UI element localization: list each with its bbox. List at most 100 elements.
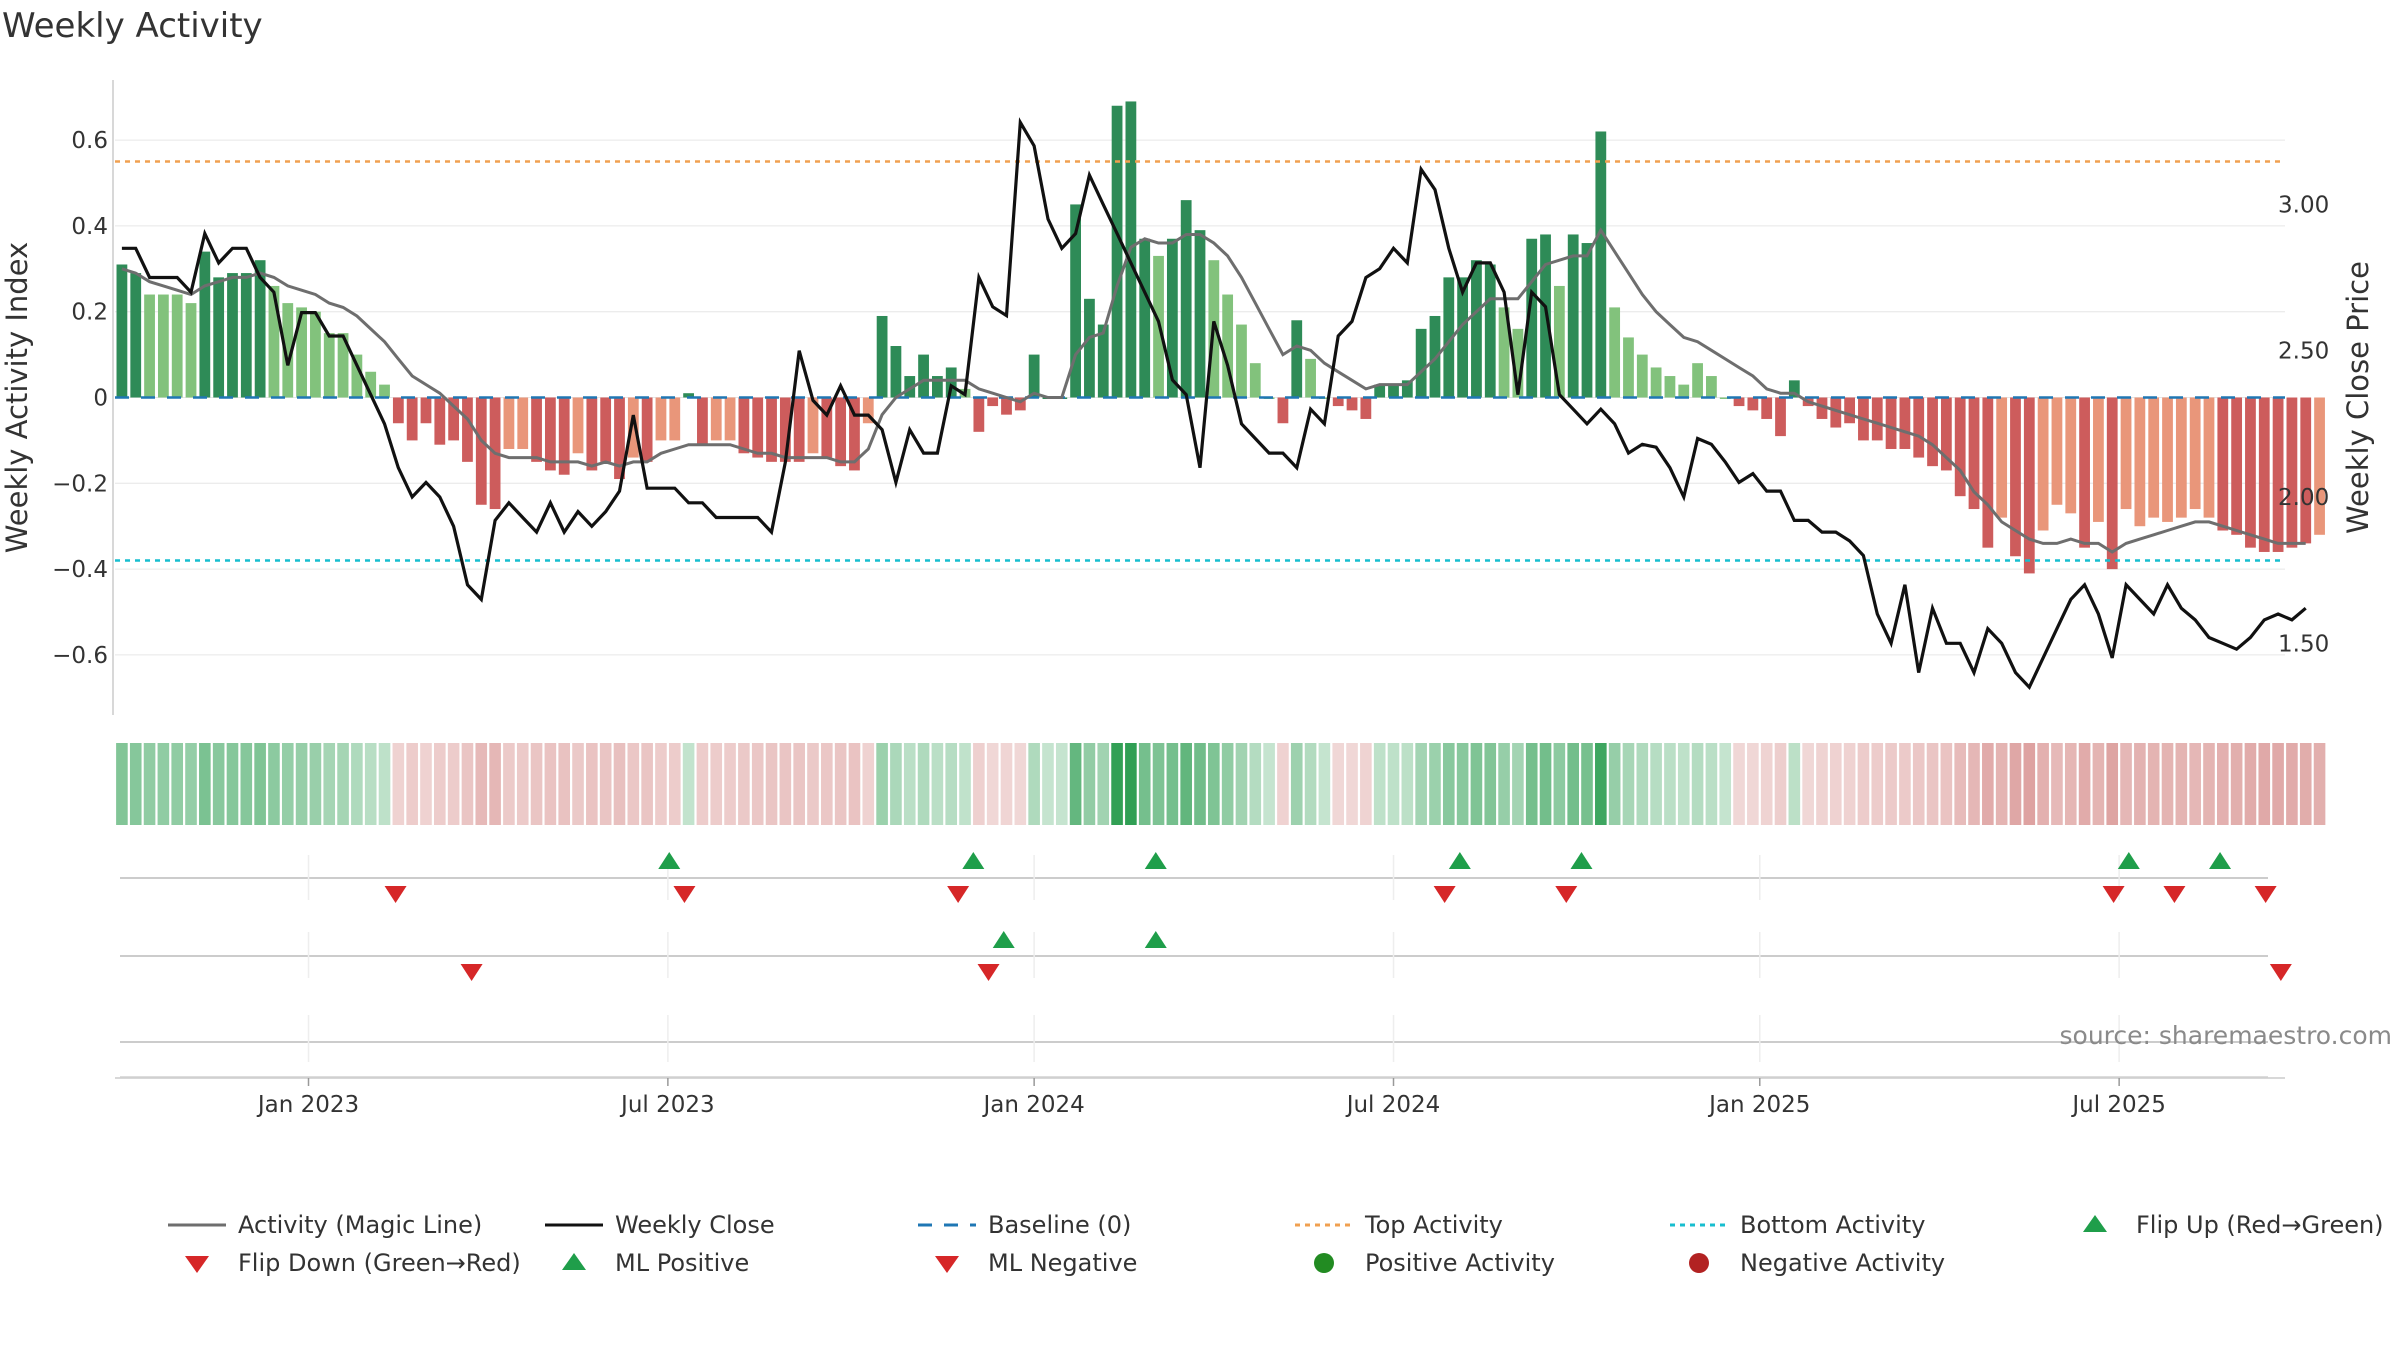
activity-bar xyxy=(2079,397,2090,548)
activity-bar xyxy=(1871,397,1883,441)
heat-cell xyxy=(240,743,253,825)
x-tick-label: Jan 2025 xyxy=(1707,1092,1810,1118)
heat-cell xyxy=(1387,743,1400,825)
legend-label: Positive Activity xyxy=(1365,1249,1555,1277)
heat-cell xyxy=(2299,743,2312,825)
flip-up-marker xyxy=(658,852,681,869)
heat-cell xyxy=(641,743,653,825)
heat-cell xyxy=(765,743,778,825)
heat-cell xyxy=(116,743,128,825)
heat-cell xyxy=(212,743,225,825)
heat-cell xyxy=(129,743,142,825)
heat-cell xyxy=(890,743,902,825)
activity-bar xyxy=(254,260,266,398)
weekly-close-series xyxy=(121,117,2307,691)
y-tick-label: −0.2 xyxy=(52,471,108,497)
legend: Activity (Magic Line) Weekly Close Baselin… xyxy=(168,1211,2384,1277)
heat-cell xyxy=(1318,743,1331,825)
heat-cell xyxy=(862,743,875,825)
activity-bar xyxy=(2314,397,2325,535)
heat-cell xyxy=(696,743,709,825)
activity-bar xyxy=(1816,397,1828,419)
activity-bar xyxy=(1623,337,1634,398)
activity-bar xyxy=(2010,397,2021,557)
activity-bar xyxy=(227,273,238,398)
activity-bar xyxy=(1457,277,1469,398)
heat-cell xyxy=(420,743,432,825)
heat-cell xyxy=(199,743,211,825)
heat-cell xyxy=(586,743,598,825)
heat-cell xyxy=(1055,743,1068,825)
heat-cell xyxy=(848,743,861,825)
y-tick-label: −0.4 xyxy=(52,557,108,583)
y-tick-label: 0.4 xyxy=(71,214,108,240)
activity-bar xyxy=(2231,397,2243,535)
activity-bar xyxy=(1678,384,1690,398)
activity-bar xyxy=(1014,397,1026,411)
heat-cell xyxy=(1802,743,1814,825)
heat-cell xyxy=(1650,743,1662,825)
activity-bar xyxy=(1166,238,1178,398)
heat-cell xyxy=(1705,743,1718,825)
legend-swatch xyxy=(185,1256,209,1273)
heat-cell xyxy=(1636,743,1649,825)
heat-cell xyxy=(1235,743,1248,825)
heat-cell xyxy=(461,743,474,825)
activity-bar xyxy=(144,294,155,398)
heat-cell xyxy=(1028,743,1040,825)
y-tick-label: 0.2 xyxy=(71,300,108,326)
activity-bar xyxy=(1097,324,1109,398)
heat-cell xyxy=(1346,743,1358,825)
heat-cell xyxy=(1000,743,1013,825)
legend-label: Top Activity xyxy=(1364,1211,1503,1239)
activity-bar xyxy=(1954,397,1966,497)
activity-bar xyxy=(1498,307,1510,398)
activity-bar xyxy=(1830,397,1842,428)
heat-cell xyxy=(1097,743,1110,825)
flip-down-marker xyxy=(2163,886,2186,903)
activity-bar xyxy=(1650,367,1662,398)
y-tick-label: −0.6 xyxy=(52,643,108,669)
legend-label: ML Positive xyxy=(615,1249,749,1277)
activity-bar xyxy=(1484,264,1496,398)
activity-bar xyxy=(323,333,335,398)
heat-cell xyxy=(2286,743,2298,825)
legend-label: Flip Down (Green→Red) xyxy=(238,1249,521,1277)
heat-cell xyxy=(945,743,958,825)
activity-bar xyxy=(1084,298,1095,398)
heat-cell xyxy=(1138,743,1151,825)
activity-bar xyxy=(1609,307,1621,398)
activity-bar xyxy=(697,397,708,445)
activity-bar xyxy=(406,397,418,441)
activity-bar xyxy=(296,307,307,398)
activity-bar xyxy=(392,397,404,424)
heat-cell xyxy=(406,743,418,825)
legend-label: Baseline (0) xyxy=(988,1211,1131,1239)
activity-bar xyxy=(282,303,294,398)
y2-axis-title: Weekly Close Price xyxy=(2341,261,2375,534)
activity-bar xyxy=(1526,238,1538,398)
heat-cell xyxy=(2051,743,2063,825)
heat-cell xyxy=(364,743,377,825)
heat-cell xyxy=(1221,743,1234,825)
activity-bar xyxy=(1775,397,1786,437)
heat-cell xyxy=(309,743,322,825)
legend-item: Flip Down (Green→Red) xyxy=(185,1249,521,1277)
heat-cell xyxy=(1083,743,1096,825)
activity-bar xyxy=(1581,243,1593,398)
activity-bar xyxy=(752,397,764,458)
activity-bar xyxy=(1028,354,1040,398)
heat-cell xyxy=(1553,743,1566,825)
legend-item: Weekly Close xyxy=(545,1211,775,1239)
activity-bar xyxy=(973,397,985,432)
heat-cell xyxy=(2161,743,2174,825)
heat-cell xyxy=(1982,743,1994,825)
activity-bar xyxy=(1553,285,1565,398)
heat-cell xyxy=(1677,743,1690,825)
activity-bar xyxy=(1443,277,1455,398)
activity-bar xyxy=(1236,324,1247,398)
activity-bar xyxy=(1968,397,1980,510)
heat-cell xyxy=(1484,743,1497,825)
heat-cell xyxy=(807,743,819,825)
heat-cell xyxy=(143,743,156,825)
